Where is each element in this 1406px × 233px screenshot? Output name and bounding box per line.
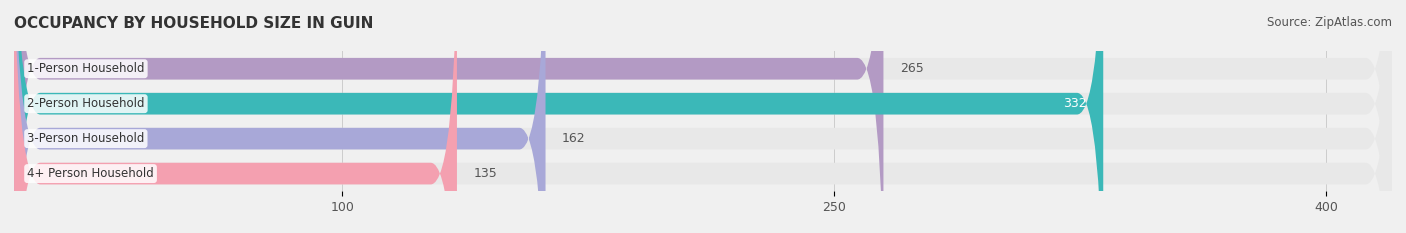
Text: Source: ZipAtlas.com: Source: ZipAtlas.com bbox=[1267, 16, 1392, 29]
Text: 1-Person Household: 1-Person Household bbox=[27, 62, 145, 75]
FancyBboxPatch shape bbox=[14, 0, 883, 233]
FancyBboxPatch shape bbox=[14, 0, 1392, 233]
Text: 332: 332 bbox=[1063, 97, 1087, 110]
Text: 4+ Person Household: 4+ Person Household bbox=[27, 167, 153, 180]
FancyBboxPatch shape bbox=[14, 0, 1104, 233]
FancyBboxPatch shape bbox=[14, 0, 546, 233]
Text: 3-Person Household: 3-Person Household bbox=[27, 132, 145, 145]
FancyBboxPatch shape bbox=[14, 0, 457, 233]
FancyBboxPatch shape bbox=[14, 0, 1392, 233]
FancyBboxPatch shape bbox=[14, 0, 1392, 233]
Text: 162: 162 bbox=[562, 132, 585, 145]
Text: OCCUPANCY BY HOUSEHOLD SIZE IN GUIN: OCCUPANCY BY HOUSEHOLD SIZE IN GUIN bbox=[14, 16, 374, 31]
FancyBboxPatch shape bbox=[14, 0, 1392, 233]
Text: 265: 265 bbox=[900, 62, 924, 75]
Text: 135: 135 bbox=[474, 167, 498, 180]
Text: 2-Person Household: 2-Person Household bbox=[27, 97, 145, 110]
